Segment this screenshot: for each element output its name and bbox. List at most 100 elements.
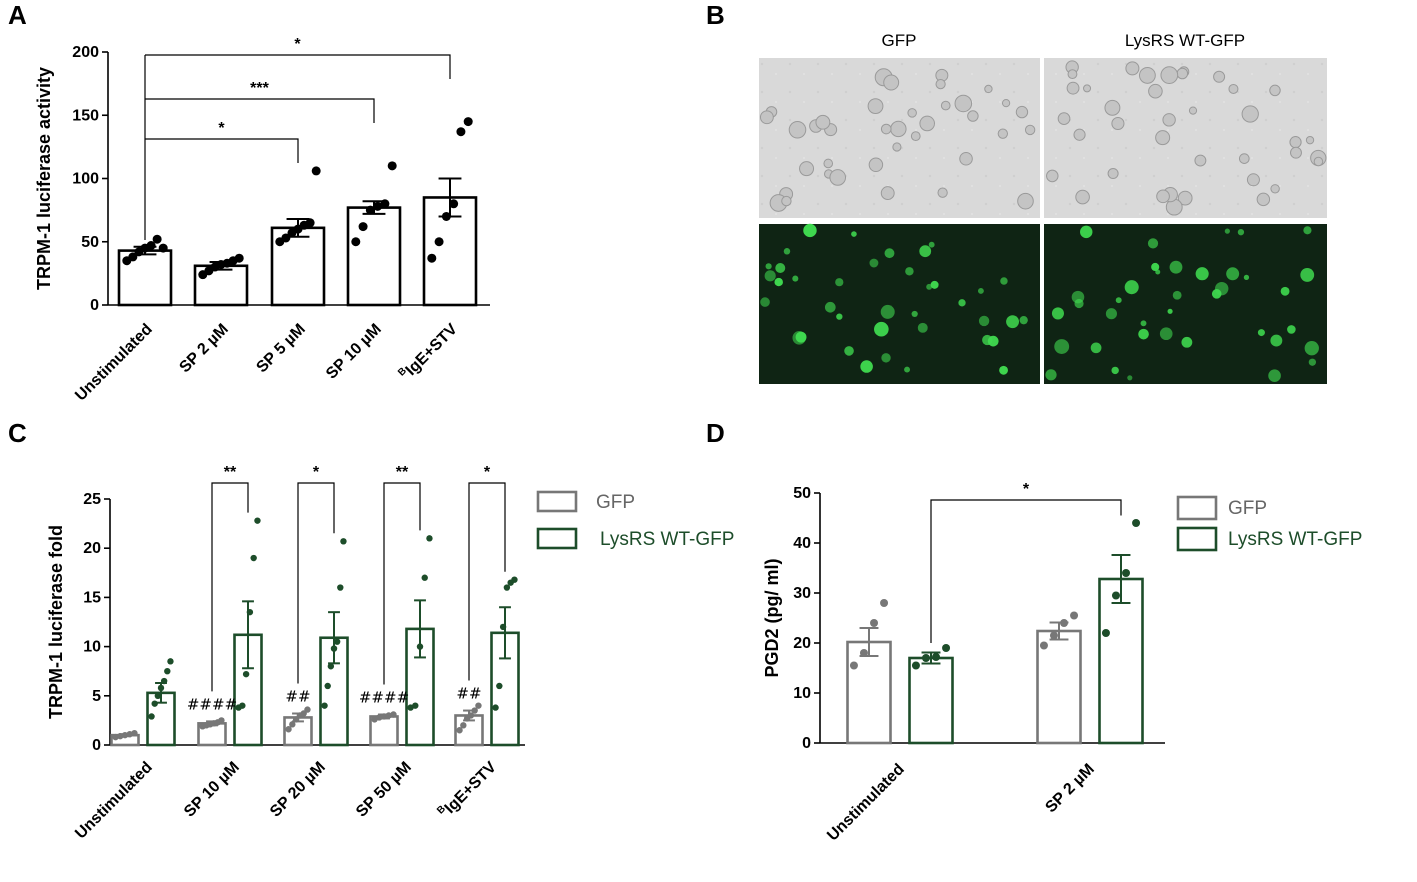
bar xyxy=(908,656,954,745)
data-point xyxy=(373,201,383,211)
brightfield-image-gfp xyxy=(759,58,1040,218)
y-tick-label: 200 xyxy=(72,44,99,61)
fluorescent-cell xyxy=(1172,290,1182,300)
bar xyxy=(405,627,435,747)
data-point xyxy=(351,237,361,247)
fluorescent-cell xyxy=(978,315,990,327)
x-category-label: SP 50 µM xyxy=(353,759,415,821)
data-point xyxy=(365,205,375,215)
significance-bracket xyxy=(930,499,1122,643)
micrograph-title-gfp: GFP xyxy=(882,31,917,50)
data-point xyxy=(471,707,478,714)
significance-label: * xyxy=(313,464,320,481)
micrograph-title-lysrs: LysRS WT-GFP xyxy=(1125,31,1245,50)
y-tick-label: 50 xyxy=(793,485,811,502)
brightfield-cell xyxy=(1075,189,1090,205)
fluorescent-cell xyxy=(1215,281,1229,296)
brightfield-cell xyxy=(880,186,895,201)
fluorescent-cell xyxy=(1071,290,1085,304)
fluorescent-cell xyxy=(917,322,928,333)
fluorescent-cell xyxy=(1127,375,1133,381)
legend-swatch xyxy=(1176,495,1218,521)
fluorescent-cell xyxy=(1054,339,1070,354)
data-point xyxy=(242,670,250,678)
data-point xyxy=(218,717,225,724)
y-tick-label: 0 xyxy=(92,737,101,754)
data-point xyxy=(496,682,503,690)
fluorescent-cell xyxy=(1111,366,1119,375)
data-point xyxy=(254,517,261,524)
data-point xyxy=(412,702,419,709)
significance-bracket xyxy=(383,482,421,685)
data-point xyxy=(164,668,171,675)
fluorescent-cell xyxy=(1159,327,1173,341)
brightfield-cell xyxy=(1001,99,1011,108)
brightfield-cell xyxy=(954,94,973,113)
fluorescent-cell xyxy=(1304,341,1319,356)
brightfield-cell xyxy=(1024,124,1036,136)
data-point xyxy=(151,700,158,707)
panel-label-d: D xyxy=(706,418,725,448)
fluorescent-cell xyxy=(835,278,844,287)
data-point xyxy=(158,243,168,253)
brightfield-cell xyxy=(867,98,884,115)
brightfield-cell xyxy=(1156,189,1170,204)
data-point xyxy=(285,726,292,733)
y-tick-label: 20 xyxy=(793,635,811,652)
fluorescent-cell xyxy=(874,321,889,337)
significance-bracket xyxy=(297,482,335,684)
x-category-label: BIgE+STV xyxy=(396,319,461,384)
fluorescent-cell xyxy=(869,258,879,268)
y-tick-label: 100 xyxy=(72,171,99,188)
brightfield-cell xyxy=(1256,192,1271,207)
data-point xyxy=(932,653,941,661)
y-tick-label: 30 xyxy=(793,585,811,602)
y-tick-label: 0 xyxy=(90,297,99,314)
fluorescent-cell xyxy=(881,353,891,363)
significance-label: * xyxy=(484,464,491,481)
brightfield-cell xyxy=(799,161,815,177)
fluorescent-cell xyxy=(795,331,807,343)
significance-bracket xyxy=(468,482,506,681)
fluorescent-cell xyxy=(1115,297,1122,304)
data-point xyxy=(157,684,165,692)
fluorescent-cell xyxy=(824,301,836,313)
x-category-label: Unstimulated xyxy=(72,321,156,405)
x-category-label: SP 10 µM xyxy=(181,759,243,821)
category-text: IgE+STV xyxy=(403,321,461,379)
brightfield-cell xyxy=(1241,105,1259,123)
significance-bracket xyxy=(211,482,249,692)
data-point xyxy=(434,237,444,247)
brightfield-cell xyxy=(759,110,774,125)
brightfield-cell xyxy=(1138,67,1156,84)
y-tick-label: 40 xyxy=(793,535,811,552)
fluorescent-cell xyxy=(1181,336,1193,348)
fluorescent-cell xyxy=(926,283,933,290)
significance-label: * xyxy=(218,120,225,137)
data-point xyxy=(387,161,397,171)
brightfield-cell xyxy=(1015,105,1029,119)
brightfield-cell xyxy=(935,79,946,90)
significance-label: ** xyxy=(396,464,409,481)
y-tick-label: 10 xyxy=(83,639,101,656)
fluorescence-image-lysrs xyxy=(1044,224,1327,384)
panel-label-c: C xyxy=(8,418,27,448)
data-point xyxy=(281,233,291,243)
fluorescent-cell xyxy=(1000,277,1008,285)
brightfield-cell xyxy=(1246,173,1260,187)
y-axis-label: TRPM-1 luciferase activity xyxy=(34,67,54,290)
data-point xyxy=(152,234,162,244)
data-point xyxy=(859,649,868,657)
data-point xyxy=(167,658,174,665)
fluorescent-cell xyxy=(1051,307,1064,320)
data-point xyxy=(463,117,473,127)
brightfield-cell xyxy=(1269,84,1281,97)
brightfield-cell xyxy=(1313,156,1324,167)
brightfield-cell xyxy=(907,108,917,118)
legend-label: LysRS WT-GFP xyxy=(600,529,734,550)
data-point xyxy=(239,702,246,709)
data-point xyxy=(324,682,331,690)
brightfield-cell xyxy=(1067,69,1078,80)
fluorescent-cell xyxy=(1140,320,1147,327)
brightfield-cell xyxy=(1162,113,1176,127)
